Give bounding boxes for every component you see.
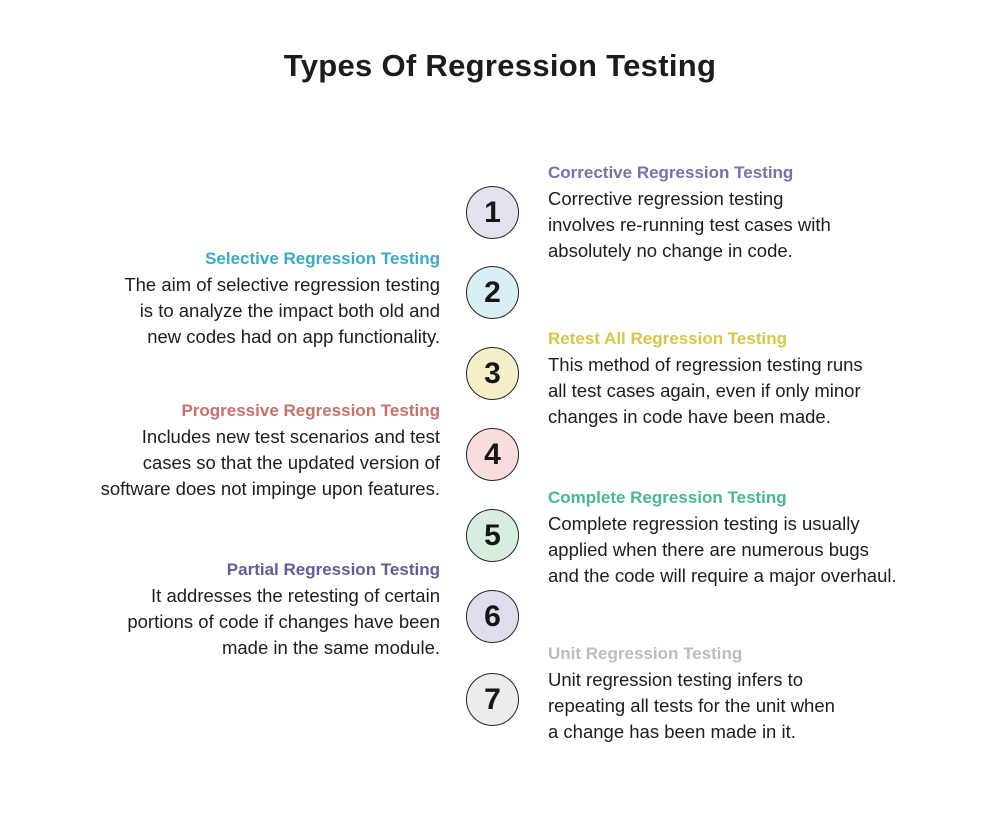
selective-heading: Selective Regression Testing (205, 249, 440, 268)
step-circle-4: 4 (466, 428, 519, 481)
page-title: Types Of Regression Testing (283, 48, 717, 83)
step-circle-6: 6 (466, 590, 519, 643)
progressive-body: Includes new test scenarios and test cas… (100, 426, 440, 499)
retest-all-heading: Retest All Regression Testing (548, 329, 787, 348)
corrective-heading: Corrective Regression Testing (548, 163, 794, 182)
step-number-4: 4 (484, 437, 501, 471)
partial-heading: Partial Regression Testing (226, 560, 440, 579)
step-circle-5: 5 (466, 509, 519, 562)
selective-body: The aim of selective regression testing … (124, 274, 440, 347)
complete-heading: Complete Regression Testing (548, 488, 787, 507)
step-circle-1: 1 (466, 186, 519, 239)
complete-body: Complete regression testing is usually a… (548, 513, 897, 586)
complete-regression-block: Complete Regression Testing Complete reg… (548, 485, 990, 589)
step-number-6: 6 (484, 599, 501, 633)
step-number-7: 7 (484, 682, 501, 716)
partial-body: It addresses the retesting of certain po… (127, 585, 440, 658)
unit-regression-block: Unit Regression Testing Unit regression … (548, 641, 990, 745)
step-number-2: 2 (484, 275, 501, 309)
step-number-5: 5 (484, 518, 501, 552)
unit-body: Unit regression testing infers to repeat… (548, 669, 835, 742)
corrective-body: Corrective regression testing involves r… (548, 188, 831, 261)
progressive-regression-block: Progressive Regression Testing Includes … (20, 398, 440, 502)
step-number-3: 3 (484, 356, 501, 390)
progressive-heading: Progressive Regression Testing (181, 401, 440, 420)
step-number-1: 1 (484, 195, 501, 229)
unit-heading: Unit Regression Testing (548, 644, 743, 663)
partial-regression-block: Partial Regression Testing It addresses … (20, 557, 440, 661)
corrective-regression-block: Corrective Regression Testing Corrective… (548, 160, 990, 264)
step-circle-2: 2 (466, 266, 519, 319)
retest-all-body: This method of regression testing runs a… (548, 354, 863, 427)
step-circle-7: 7 (466, 673, 519, 726)
retest-all-regression-block: Retest All Regression Testing This metho… (548, 326, 990, 430)
selective-regression-block: Selective Regression Testing The aim of … (20, 246, 440, 350)
step-circle-3: 3 (466, 347, 519, 400)
